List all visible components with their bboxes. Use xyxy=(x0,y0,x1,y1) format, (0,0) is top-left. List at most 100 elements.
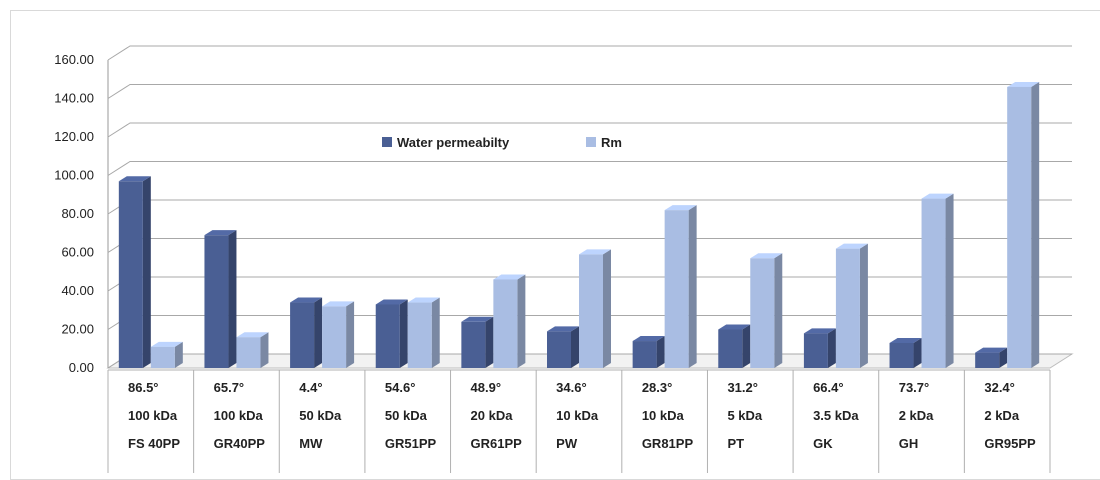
bar-side-face xyxy=(656,336,665,368)
x-tick-label: 10 kDa xyxy=(556,408,599,423)
x-tick-label: 65.7° xyxy=(214,380,245,395)
bar-side-face xyxy=(228,230,237,368)
x-tick-label: GR61PP xyxy=(471,436,523,451)
bar-front-face xyxy=(803,333,828,368)
bar-front-face xyxy=(889,342,914,368)
y-tick-label: 120.00 xyxy=(54,129,94,144)
bar-top-face xyxy=(750,253,783,259)
bar-top-face xyxy=(407,297,440,303)
bar-side-face xyxy=(314,297,323,368)
x-tick-label: 48.9° xyxy=(471,380,502,395)
y-tick-label: 100.00 xyxy=(54,168,94,183)
bar-front-face xyxy=(322,306,347,368)
bar-top-face xyxy=(322,301,355,307)
bar-side-face xyxy=(1031,81,1040,368)
bar-side-face xyxy=(260,332,269,368)
bar-rm xyxy=(835,243,868,368)
gridline xyxy=(107,45,1072,61)
bar-side-face xyxy=(485,316,494,368)
bar-top-face xyxy=(290,297,323,303)
bar-top-face xyxy=(921,193,954,199)
bar-rm xyxy=(579,249,611,368)
bar-front-face xyxy=(461,321,486,368)
bar-front-face xyxy=(493,279,518,368)
bar-water-permeability xyxy=(375,299,408,368)
bar-rm xyxy=(236,332,269,368)
bar-side-face xyxy=(774,253,783,368)
bars xyxy=(118,81,1040,368)
bar-top-face xyxy=(1007,81,1040,87)
bar-side-face xyxy=(999,347,1008,368)
bar-side-face xyxy=(603,249,611,368)
x-tick-label: 5 kDa xyxy=(727,408,762,423)
x-tick-label: PW xyxy=(556,436,578,451)
x-tick-label: GR40PP xyxy=(214,436,266,451)
bar-front-face xyxy=(375,304,400,368)
x-tick-label: GR81PP xyxy=(642,436,694,451)
gridline xyxy=(107,161,1072,176)
x-tick-label: 2 kDa xyxy=(899,408,934,423)
y-tick-label: 0.00 xyxy=(69,360,94,375)
x-tick-label: 86.5° xyxy=(128,380,159,395)
bar-rm xyxy=(664,205,697,368)
bar-side-face xyxy=(945,193,954,368)
bar-water-permeability xyxy=(718,324,751,368)
gridline xyxy=(107,84,1072,99)
bar-top-face xyxy=(718,324,751,330)
gridline xyxy=(107,122,1072,138)
bar-top-face xyxy=(375,299,408,305)
bar-water-permeability xyxy=(632,336,665,368)
bar-top-face xyxy=(547,326,579,332)
x-tick-label: 50 kDa xyxy=(299,408,342,423)
bar-rm xyxy=(493,274,526,368)
bar-water-permeability xyxy=(118,176,151,368)
bar-top-face xyxy=(150,341,183,347)
bar-side-face xyxy=(431,297,440,368)
x-tick-label: FS 40PP xyxy=(128,436,180,451)
bar-front-face xyxy=(718,329,743,368)
bar-rm xyxy=(750,253,783,368)
x-tick-label: 2 kDa xyxy=(984,408,1019,423)
bar-top-face xyxy=(632,336,665,342)
bar-front-face xyxy=(975,352,1000,368)
x-tick-label: MW xyxy=(299,436,323,451)
x-tick-label: GK xyxy=(813,436,833,451)
bar-rm xyxy=(1007,81,1040,368)
legend-swatch xyxy=(382,137,392,147)
x-tick-label: GR95PP xyxy=(984,436,1036,451)
bar-water-permeability xyxy=(290,297,323,368)
bar-front-face xyxy=(921,198,946,368)
bar-top-face xyxy=(204,230,237,236)
bar-side-face xyxy=(346,301,355,368)
x-tick-label: 34.6° xyxy=(556,380,587,395)
bar-front-face xyxy=(835,248,860,368)
legend-label: Rm xyxy=(601,135,622,150)
bar-front-face xyxy=(547,331,571,368)
bar-top-face xyxy=(118,176,151,182)
bar-top-face xyxy=(236,332,269,338)
bar-side-face xyxy=(517,274,526,368)
x-tick-label: GH xyxy=(899,436,919,451)
bar-front-face xyxy=(632,341,657,368)
bar-front-face xyxy=(579,254,603,368)
legend: Water permeabilty Rm xyxy=(382,135,622,150)
bar-front-face xyxy=(664,210,689,368)
bar-water-permeability xyxy=(204,230,237,368)
bar-side-face xyxy=(827,328,836,368)
x-tick-label: 20 kDa xyxy=(471,408,514,423)
bar-front-face xyxy=(236,337,261,368)
bar-top-face xyxy=(803,328,836,334)
bar-front-face xyxy=(290,302,315,368)
y-tick-label: 60.00 xyxy=(61,245,94,260)
y-tick-label: 40.00 xyxy=(61,283,94,298)
bar-water-permeability xyxy=(889,337,922,368)
bar-front-face xyxy=(750,258,775,368)
x-tick-label: 10 kDa xyxy=(642,408,685,423)
x-tick-label: 54.6° xyxy=(385,380,416,395)
bar-front-face xyxy=(204,235,229,368)
x-tick-label: 66.4° xyxy=(813,380,844,395)
y-tick-label: 160.00 xyxy=(54,52,94,67)
x-tick-label: 100 kDa xyxy=(214,408,264,423)
bar-side-face xyxy=(859,243,868,368)
bar-top-face xyxy=(975,347,1008,353)
